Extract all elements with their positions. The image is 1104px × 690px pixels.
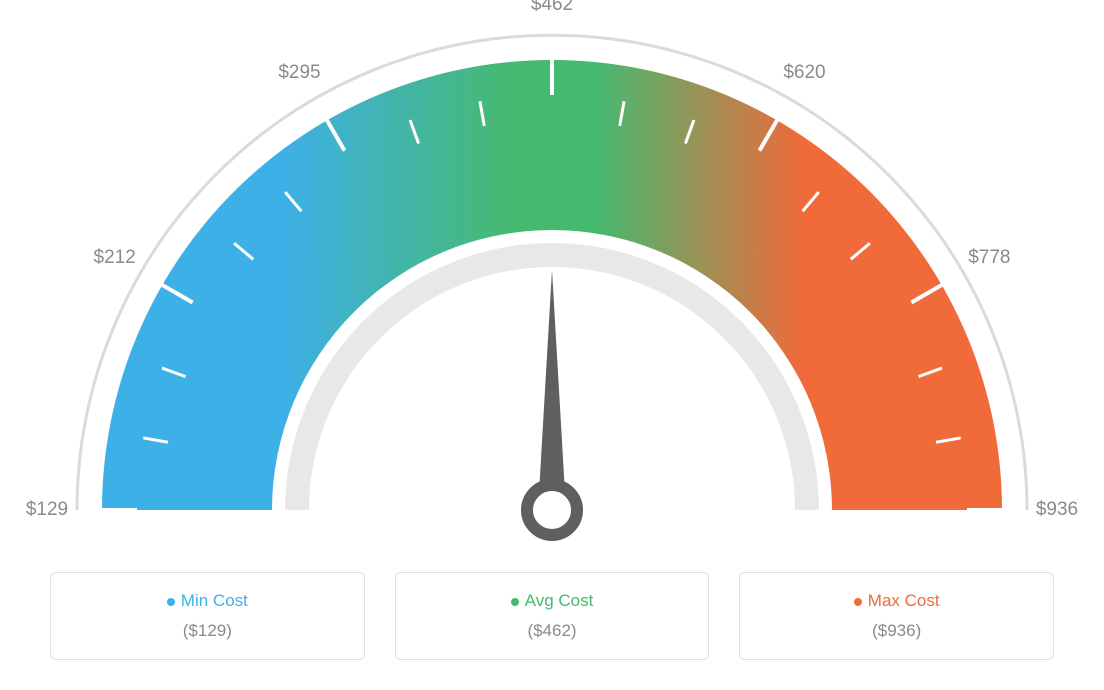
legend-min-value: ($129) (61, 621, 354, 641)
legend-avg-title: Avg Cost (406, 591, 699, 611)
dot-icon (167, 598, 175, 606)
legend-avg: Avg Cost ($462) (395, 572, 710, 660)
gauge-tick-label: $462 (531, 0, 573, 16)
legend-row: Min Cost ($129) Avg Cost ($462) Max Cost… (50, 572, 1054, 660)
dot-icon (511, 598, 519, 606)
legend-max-title: Max Cost (750, 591, 1043, 611)
legend-avg-value: ($462) (406, 621, 699, 641)
legend-min-title: Min Cost (61, 591, 354, 611)
legend-max-label: Max Cost (868, 591, 940, 610)
gauge-svg (0, 0, 1104, 560)
gauge-tick-label: $620 (783, 62, 825, 84)
legend-max: Max Cost ($936) (739, 572, 1054, 660)
gauge-tick-label: $212 (94, 247, 136, 269)
legend-min: Min Cost ($129) (50, 572, 365, 660)
gauge-tick-label: $129 (26, 499, 68, 521)
legend-max-value: ($936) (750, 621, 1043, 641)
legend-min-label: Min Cost (181, 591, 248, 610)
legend-avg-label: Avg Cost (525, 591, 594, 610)
cost-gauge-chart: $129 $212 $295 $462 $620 $778 $936 Min Cost ($… (0, 0, 1104, 690)
gauge-area: $129 $212 $295 $462 $620 $778 $936 (0, 0, 1104, 560)
gauge-tick-label: $936 (1036, 499, 1078, 521)
gauge-tick-label: $295 (278, 62, 320, 84)
gauge-tick-label: $778 (968, 247, 1010, 269)
dot-icon (854, 598, 862, 606)
